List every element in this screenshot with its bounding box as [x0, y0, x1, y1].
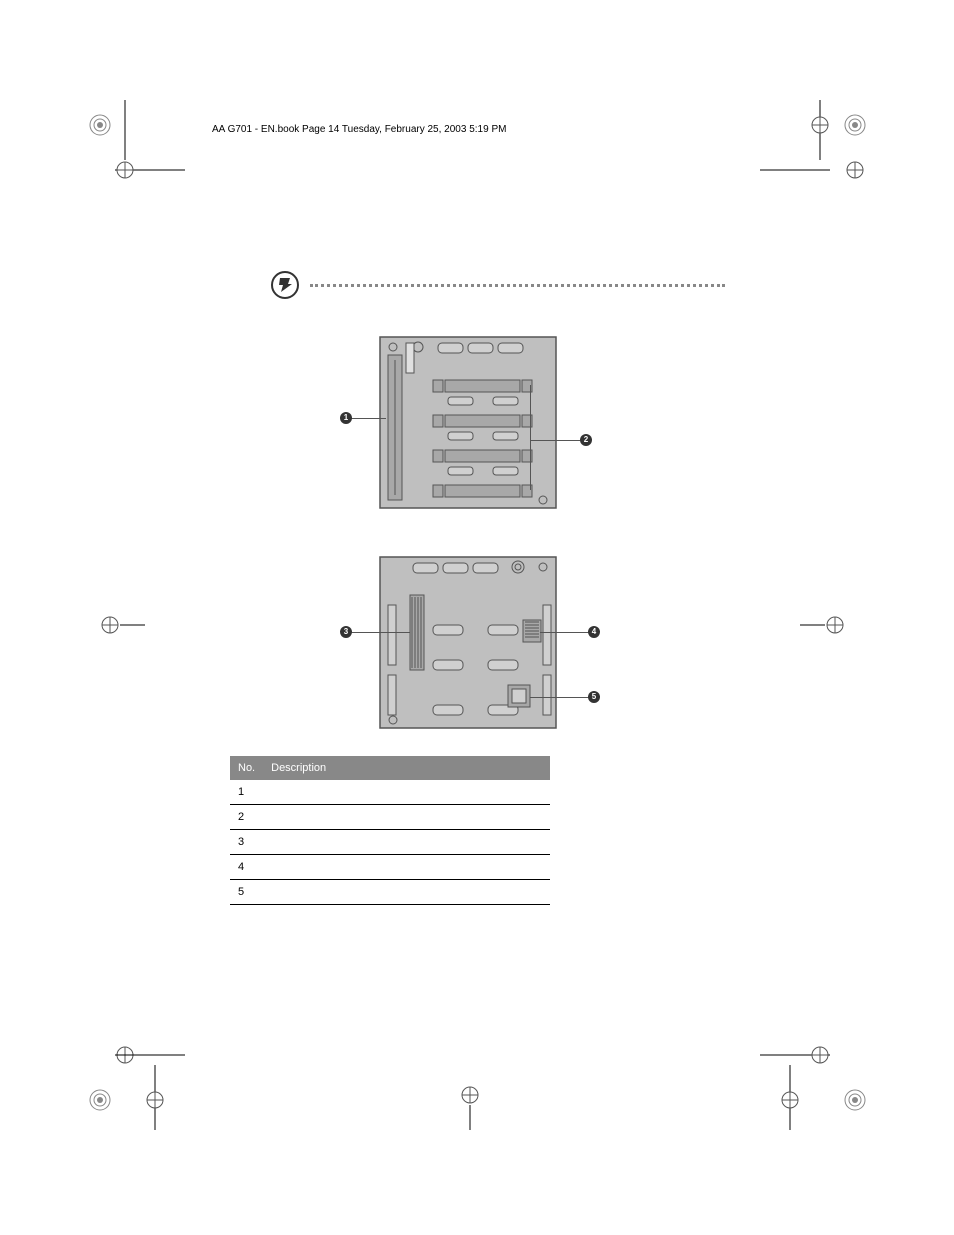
reg-mark-bottom-center	[455, 1080, 485, 1130]
callout-2: 2	[580, 434, 592, 446]
diagram-backplane-rear	[378, 555, 558, 730]
dotted-separator	[310, 284, 725, 287]
table-header-row: No. Description	[230, 756, 550, 780]
reg-mark-mid-left	[95, 610, 145, 640]
table-header-no: No.	[230, 756, 263, 780]
table-row: 4	[230, 855, 550, 880]
table-header-desc: Description	[263, 756, 550, 780]
table-cell-desc	[263, 855, 550, 880]
table-cell-desc	[263, 805, 550, 830]
callout-line-2v	[530, 385, 531, 490]
callout-1: 1	[340, 412, 352, 424]
table-cell-no: 3	[230, 830, 263, 855]
callout-3: 3	[340, 626, 352, 638]
note-icon	[270, 270, 300, 300]
callout-line-3	[350, 632, 410, 633]
reg-mark-top-right	[760, 100, 880, 190]
table-cell-no: 5	[230, 880, 263, 905]
callout-line-4	[540, 632, 590, 633]
page-header-text: AA G701 - EN.book Page 14 Tuesday, Febru…	[212, 124, 506, 135]
reg-mark-top-left	[75, 100, 185, 190]
table-cell-desc	[263, 830, 550, 855]
table-cell-no: 2	[230, 805, 263, 830]
table-row: 1	[230, 780, 550, 805]
reg-mark-mid-right	[800, 610, 850, 640]
table-cell-desc	[263, 780, 550, 805]
callout-line-1	[350, 418, 386, 419]
callout-5: 5	[588, 691, 600, 703]
callout-4: 4	[588, 626, 600, 638]
reg-mark-bottom-left	[75, 1030, 185, 1140]
table-cell-desc	[263, 880, 550, 905]
table-cell-no: 1	[230, 780, 263, 805]
table-row: 3	[230, 830, 550, 855]
table-row: 5	[230, 880, 550, 905]
reference-table: No. Description 1 2 3 4 5	[230, 756, 550, 905]
table-row: 2	[230, 805, 550, 830]
diagram-backplane-front	[378, 335, 558, 510]
table-cell-no: 4	[230, 855, 263, 880]
reg-mark-bottom-right	[760, 1030, 880, 1140]
callout-line-2	[530, 440, 580, 441]
callout-line-5	[530, 697, 590, 698]
